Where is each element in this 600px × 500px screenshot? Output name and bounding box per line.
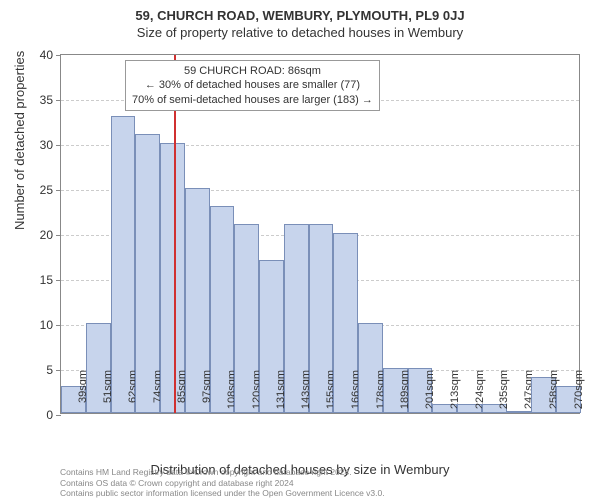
ytick-label: 25 [23, 183, 53, 197]
ytick-mark [56, 100, 61, 101]
footer-line1: Contains HM Land Registry data © Crown c… [60, 467, 385, 477]
ytick-label: 35 [23, 93, 53, 107]
annotation-line3: 70% of semi-detached houses are larger (… [132, 93, 373, 107]
ytick-mark [56, 235, 61, 236]
ytick-label: 5 [23, 363, 53, 377]
xtick-label: 270sqm [573, 370, 585, 420]
ytick-mark [56, 190, 61, 191]
ytick-mark [56, 370, 61, 371]
annotation-line2: ← 30% of detached houses are smaller (77… [132, 78, 373, 92]
ytick-mark [56, 145, 61, 146]
ytick-label: 20 [23, 228, 53, 242]
ytick-label: 15 [23, 273, 53, 287]
footer-line2: Contains OS data © Crown copyright and d… [60, 478, 385, 488]
footer-attribution: Contains HM Land Registry data © Crown c… [60, 467, 385, 498]
y-axis-label: Number of detached properties [12, 51, 27, 230]
ytick-mark [56, 415, 61, 416]
annotation-box: 59 CHURCH ROAD: 86sqm ← 30% of detached … [125, 60, 380, 111]
ytick-mark [56, 55, 61, 56]
annotation-line1: 59 CHURCH ROAD: 86sqm [132, 64, 373, 78]
ytick-label: 0 [23, 408, 53, 422]
ytick-label: 40 [23, 48, 53, 62]
ytick-label: 30 [23, 138, 53, 152]
page-title: 59, CHURCH ROAD, WEMBURY, PLYMOUTH, PL9 … [0, 0, 600, 23]
chart-subtitle: Size of property relative to detached ho… [0, 23, 600, 40]
footer-line3: Contains public sector information licen… [60, 488, 385, 498]
chart-area: 051015202530354039sqm51sqm62sqm74sqm85sq… [60, 54, 580, 414]
bar [111, 116, 136, 413]
ytick-label: 10 [23, 318, 53, 332]
ytick-mark [56, 325, 61, 326]
ytick-mark [56, 280, 61, 281]
